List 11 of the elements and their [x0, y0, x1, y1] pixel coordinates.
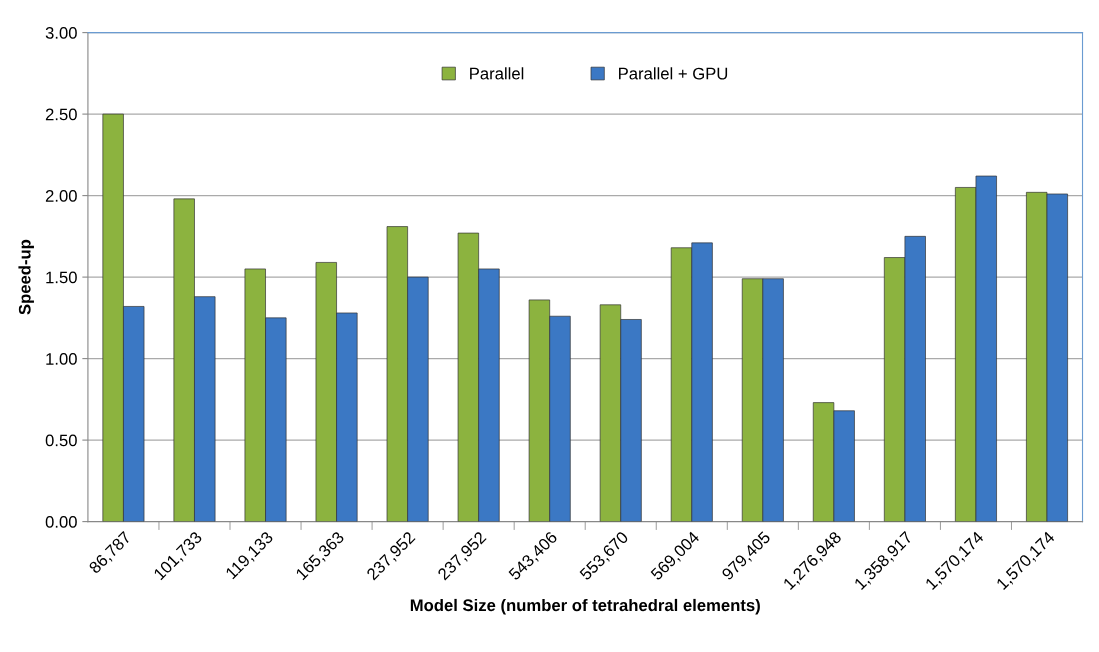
y-axis-title: Speed-up	[18, 239, 34, 315]
y-tick-label: 1.00	[46, 353, 77, 365]
y-tick-label: 0.50	[45, 434, 77, 447]
y-tick-label: 2.00	[45, 190, 77, 202]
y-tick-label: 2.50	[45, 108, 77, 121]
x-axis-title: Model Size (number of tetrahedral elements)	[410, 598, 760, 615]
y-tick-label: 3.00	[45, 27, 77, 39]
legend-label: Parallel	[470, 67, 524, 80]
y-tick-label: 1.50	[46, 271, 77, 284]
y-tick-label: 0.00	[45, 516, 77, 528]
legend-label: Parallel + GPU	[619, 67, 728, 80]
